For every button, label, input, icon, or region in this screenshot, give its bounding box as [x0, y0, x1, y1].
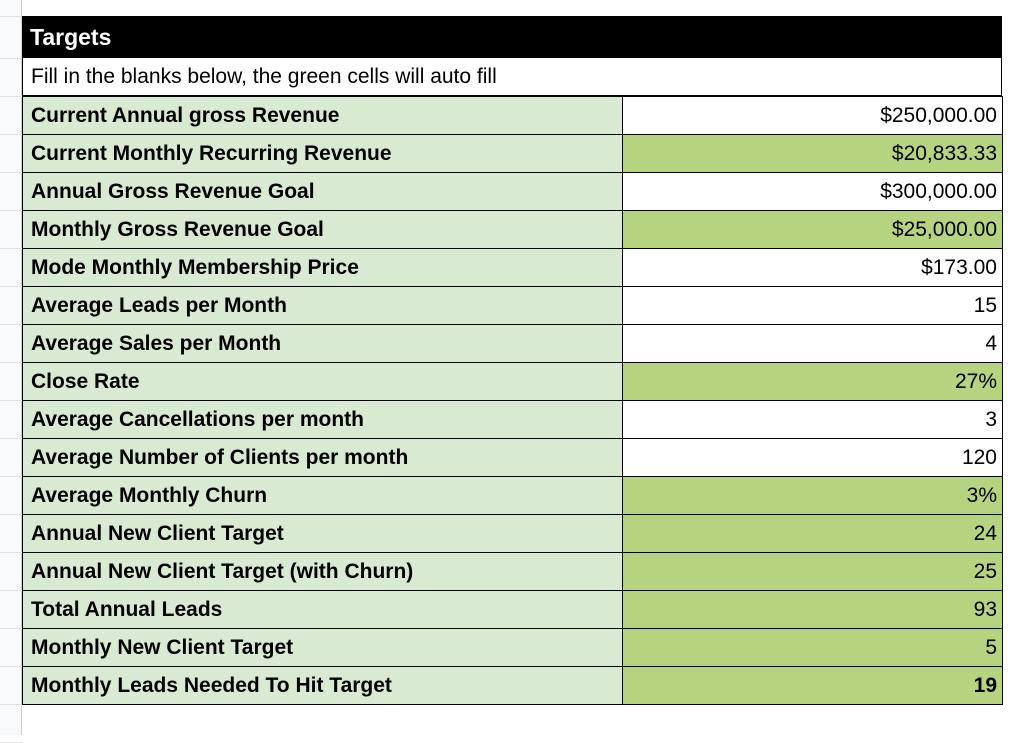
- row-label-cell[interactable]: Total Annual Leads: [22, 590, 623, 629]
- auto-fill-value-cell[interactable]: 25: [622, 552, 1003, 591]
- table-row: Average Number of Clients per month 120: [22, 438, 1003, 477]
- table-row: Current Annual gross Revenue $250,000.00: [22, 96, 1003, 135]
- table-row: Total Annual Leads 93: [22, 590, 1003, 629]
- table-row: Close Rate 27%: [22, 362, 1003, 401]
- table-row: Mode Monthly Membership Price $173.00: [22, 248, 1003, 287]
- table-row: Average Leads per Month 15: [22, 286, 1003, 325]
- auto-fill-value-cell[interactable]: 3%: [622, 476, 1003, 515]
- row-label-cell[interactable]: Current Annual gross Revenue: [22, 96, 623, 135]
- sheet-title[interactable]: Targets: [22, 16, 1002, 58]
- auto-fill-value-cell[interactable]: 5: [622, 628, 1003, 667]
- input-value-cell[interactable]: $250,000.00: [622, 96, 1003, 135]
- input-value-cell[interactable]: 120: [622, 438, 1003, 477]
- auto-fill-value-cell[interactable]: 93: [622, 590, 1003, 629]
- row-label-cell[interactable]: Monthly Gross Revenue Goal: [22, 210, 623, 249]
- row-label-cell[interactable]: Average Cancellations per month: [22, 400, 623, 439]
- gutter-row-line: [0, 172, 22, 173]
- gutter-row-line: [0, 666, 22, 667]
- table-row: Annual New Client Target (with Churn) 25: [22, 552, 1003, 591]
- gutter-row-line: [0, 590, 22, 591]
- row-label-cell[interactable]: Current Monthly Recurring Revenue: [22, 134, 623, 173]
- auto-fill-value-cell[interactable]: 27%: [622, 362, 1003, 401]
- gutter-row-line: [0, 400, 22, 401]
- row-label-cell[interactable]: Average Monthly Churn: [22, 476, 623, 515]
- sheet-subtitle[interactable]: Fill in the blanks below, the green cell…: [22, 58, 1002, 96]
- gutter-row-line: [0, 248, 22, 249]
- gutter-row-line: [0, 476, 22, 477]
- row-header-gutter: [0, 0, 22, 743]
- table-row: Average Cancellations per month 3: [22, 400, 1003, 439]
- gutter-row-line: [0, 362, 22, 363]
- row-label-cell[interactable]: Annual New Client Target: [22, 514, 623, 553]
- auto-fill-value-cell[interactable]: 19: [622, 666, 1003, 705]
- auto-fill-value-cell[interactable]: $25,000.00: [622, 210, 1003, 249]
- row-label-cell[interactable]: Average Number of Clients per month: [22, 438, 623, 477]
- gutter-row-line: [0, 210, 22, 211]
- row-label-cell[interactable]: Average Leads per Month: [22, 286, 623, 325]
- row-label-cell[interactable]: Average Sales per Month: [22, 324, 623, 363]
- gutter-row-line: [0, 16, 22, 17]
- gutter-row-line: [0, 58, 22, 59]
- auto-fill-value-cell[interactable]: 24: [622, 514, 1003, 553]
- gutter-row-line: [0, 286, 22, 287]
- gutter-row-line: [0, 96, 22, 97]
- gutter-row-line: [0, 134, 22, 135]
- gutter-row-line: [0, 514, 22, 515]
- input-value-cell[interactable]: $173.00: [622, 248, 1003, 287]
- row-label-cell[interactable]: Annual New Client Target (with Churn): [22, 552, 623, 591]
- row-label-cell[interactable]: Annual Gross Revenue Goal: [22, 172, 623, 211]
- gutter-row-line: [0, 324, 22, 325]
- input-value-cell[interactable]: 15: [622, 286, 1003, 325]
- table-row: Monthly Leads Needed To Hit Target 19: [22, 666, 1003, 705]
- gutter-row-line: [0, 628, 22, 629]
- table-row: Current Monthly Recurring Revenue $20,833…: [22, 134, 1003, 173]
- gutter-row-line: [0, 552, 22, 553]
- input-value-cell[interactable]: $300,000.00: [622, 172, 1003, 211]
- table-row: Monthly Gross Revenue Goal $25,000.00: [22, 210, 1003, 249]
- table-row: Average Sales per Month 4: [22, 324, 1003, 363]
- input-value-cell[interactable]: 4: [622, 324, 1003, 363]
- row-label-cell[interactable]: Monthly New Client Target: [22, 628, 623, 667]
- table-row: Annual Gross Revenue Goal $300,000.00: [22, 172, 1003, 211]
- row-label-cell[interactable]: Monthly Leads Needed To Hit Target: [22, 666, 623, 705]
- table-row: Monthly New Client Target 5: [22, 628, 1003, 667]
- auto-fill-value-cell[interactable]: $20,833.33: [622, 134, 1003, 173]
- targets-sheet: Targets Fill in the blanks below, the gr…: [22, 16, 1003, 705]
- row-label-cell[interactable]: Mode Monthly Membership Price: [22, 248, 623, 287]
- table-row: Average Monthly Churn 3%: [22, 476, 1003, 515]
- input-value-cell[interactable]: 3: [622, 400, 1003, 439]
- table-row: Annual New Client Target 24: [22, 514, 1003, 553]
- row-label-cell[interactable]: Close Rate: [22, 362, 623, 401]
- gutter-row-line: [0, 704, 22, 705]
- gutter-row-line: [0, 438, 22, 439]
- targets-table: Current Annual gross Revenue $250,000.00 C…: [22, 96, 1003, 705]
